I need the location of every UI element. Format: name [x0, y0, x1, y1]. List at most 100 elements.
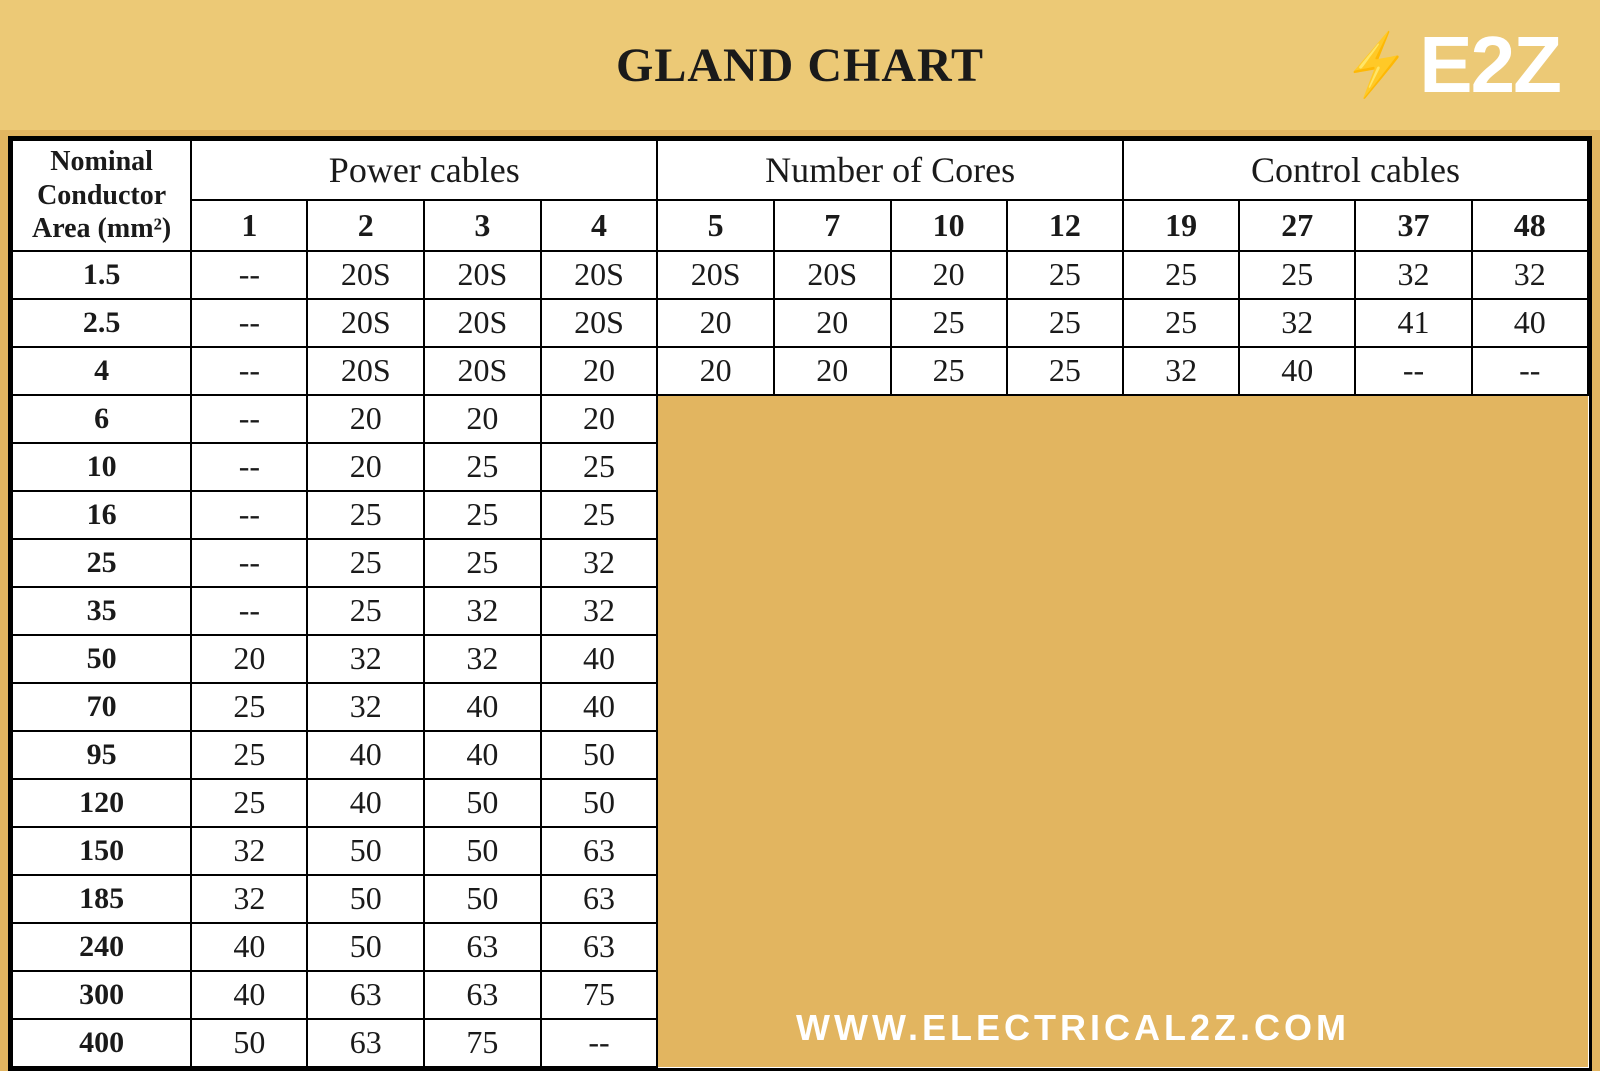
gland-size-cell: 25 — [424, 443, 541, 491]
core-column-header: 7 — [774, 200, 891, 251]
gland-size-cell: 63 — [307, 971, 424, 1019]
gland-size-cell: 40 — [1239, 347, 1355, 395]
conductor-area-cell: 1.5 — [12, 251, 191, 299]
gland-size-cell: 25 — [191, 779, 307, 827]
core-column-header: 10 — [891, 200, 1007, 251]
gland-size-cell: 75 — [541, 971, 658, 1019]
table-head: Nominal Conductor Area (mm²) Power cable… — [12, 140, 1588, 251]
gland-size-cell: 50 — [191, 1019, 307, 1067]
gland-size-cell: 25 — [541, 443, 658, 491]
gland-size-cell: 25 — [891, 347, 1007, 395]
gland-size-cell: 63 — [541, 923, 658, 971]
gland-size-cell: -- — [191, 347, 307, 395]
empty-yellow-block — [657, 395, 1588, 1067]
gland-size-cell: -- — [1355, 347, 1471, 395]
gland-size-cell: 25 — [1007, 299, 1123, 347]
gland-size-cell: 63 — [307, 1019, 424, 1067]
gland-size-cell: 50 — [307, 827, 424, 875]
gland-size-cell: 40 — [424, 683, 541, 731]
gland-chart-table: Nominal Conductor Area (mm²) Power cable… — [11, 139, 1589, 1068]
table-row: 6--202020 — [12, 395, 1588, 443]
conductor-area-cell: 300 — [12, 971, 191, 1019]
core-column-header: 4 — [541, 200, 658, 251]
group-number-of-cores: Number of Cores — [657, 140, 1123, 200]
gland-size-cell: 32 — [424, 587, 541, 635]
gland-size-cell: 40 — [424, 731, 541, 779]
gland-size-cell: -- — [191, 539, 307, 587]
table-row: 4--20S20S20202025253240---- — [12, 347, 1588, 395]
gland-size-cell: 20 — [657, 299, 774, 347]
gland-size-cell: 32 — [424, 635, 541, 683]
gland-size-cell: 20S — [424, 251, 541, 299]
gland-size-cell: 25 — [424, 539, 541, 587]
gland-size-cell: 25 — [1007, 251, 1123, 299]
gland-size-cell: 20 — [891, 251, 1007, 299]
lightning-bolt-icon: ⚡ — [1336, 26, 1416, 103]
gland-size-cell: -- — [191, 395, 307, 443]
conductor-area-cell: 400 — [12, 1019, 191, 1067]
conductor-area-cell: 120 — [12, 779, 191, 827]
gland-size-cell: 40 — [191, 971, 307, 1019]
gland-size-cell: 41 — [1355, 299, 1471, 347]
core-column-header: 27 — [1239, 200, 1355, 251]
gland-chart-table-container: Nominal Conductor Area (mm²) Power cable… — [8, 136, 1592, 1071]
gland-size-cell: 25 — [1239, 251, 1355, 299]
gland-size-cell: 25 — [1007, 347, 1123, 395]
gland-size-cell: 50 — [424, 779, 541, 827]
gland-size-cell: 20 — [307, 395, 424, 443]
brand-logo-text: E2Z — [1419, 19, 1560, 111]
core-column-header: 12 — [1007, 200, 1123, 251]
gland-size-cell: -- — [1472, 347, 1588, 395]
gland-size-cell: 20S — [541, 251, 658, 299]
gland-size-cell: 20S — [307, 347, 424, 395]
gland-size-cell: 63 — [541, 827, 658, 875]
gland-size-cell: -- — [191, 251, 307, 299]
conductor-area-cell: 70 — [12, 683, 191, 731]
core-column-header: 3 — [424, 200, 541, 251]
gland-size-cell: 20 — [774, 299, 891, 347]
gland-size-cell: -- — [191, 443, 307, 491]
gland-size-cell: 25 — [424, 491, 541, 539]
brand-logo: ⚡ E2Z — [1342, 19, 1560, 111]
gland-size-cell: 25 — [191, 683, 307, 731]
gland-size-cell: 32 — [1355, 251, 1471, 299]
conductor-area-cell: 16 — [12, 491, 191, 539]
gland-size-cell: 40 — [541, 683, 658, 731]
gland-size-cell: 20S — [424, 299, 541, 347]
table-body: 1.5--20S20S20S20S20S2025252532322.5--20S… — [12, 251, 1588, 1067]
gland-size-cell: 25 — [1123, 299, 1239, 347]
table-row: 2.5--20S20S20S2020252525324140 — [12, 299, 1588, 347]
gland-size-cell: 50 — [307, 875, 424, 923]
gland-size-cell: 32 — [191, 827, 307, 875]
gland-size-cell: 50 — [424, 827, 541, 875]
gland-size-cell: 50 — [307, 923, 424, 971]
conductor-area-cell: 4 — [12, 347, 191, 395]
gland-size-cell: 32 — [191, 875, 307, 923]
gland-size-cell: 20 — [774, 347, 891, 395]
conductor-area-cell: 25 — [12, 539, 191, 587]
core-column-header: 48 — [1472, 200, 1588, 251]
gland-size-cell: 63 — [424, 923, 541, 971]
gland-size-cell: 20 — [307, 443, 424, 491]
gland-size-cell: 25 — [307, 587, 424, 635]
footer-url: WWW.ELECTRICAL2Z.COM — [796, 1007, 1350, 1049]
gland-size-cell: 20 — [191, 635, 307, 683]
gland-size-cell: 63 — [424, 971, 541, 1019]
gland-size-cell: 20S — [657, 251, 774, 299]
row-header-label: Nominal Conductor Area (mm²) — [12, 140, 191, 251]
core-columns-row: 123457101219273748 — [12, 200, 1588, 251]
core-column-header: 5 — [657, 200, 774, 251]
gland-size-cell: 32 — [307, 635, 424, 683]
core-column-header: 2 — [307, 200, 424, 251]
gland-size-cell: 40 — [307, 731, 424, 779]
gland-size-cell: 20S — [307, 299, 424, 347]
gland-size-cell: 40 — [307, 779, 424, 827]
gland-size-cell: 50 — [541, 731, 658, 779]
gland-size-cell: 25 — [307, 491, 424, 539]
gland-size-cell: 25 — [891, 299, 1007, 347]
conductor-area-cell: 95 — [12, 731, 191, 779]
gland-size-cell: 25 — [307, 539, 424, 587]
gland-size-cell: 20 — [541, 395, 658, 443]
gland-size-cell: 32 — [1472, 251, 1588, 299]
gland-size-cell: -- — [541, 1019, 658, 1067]
